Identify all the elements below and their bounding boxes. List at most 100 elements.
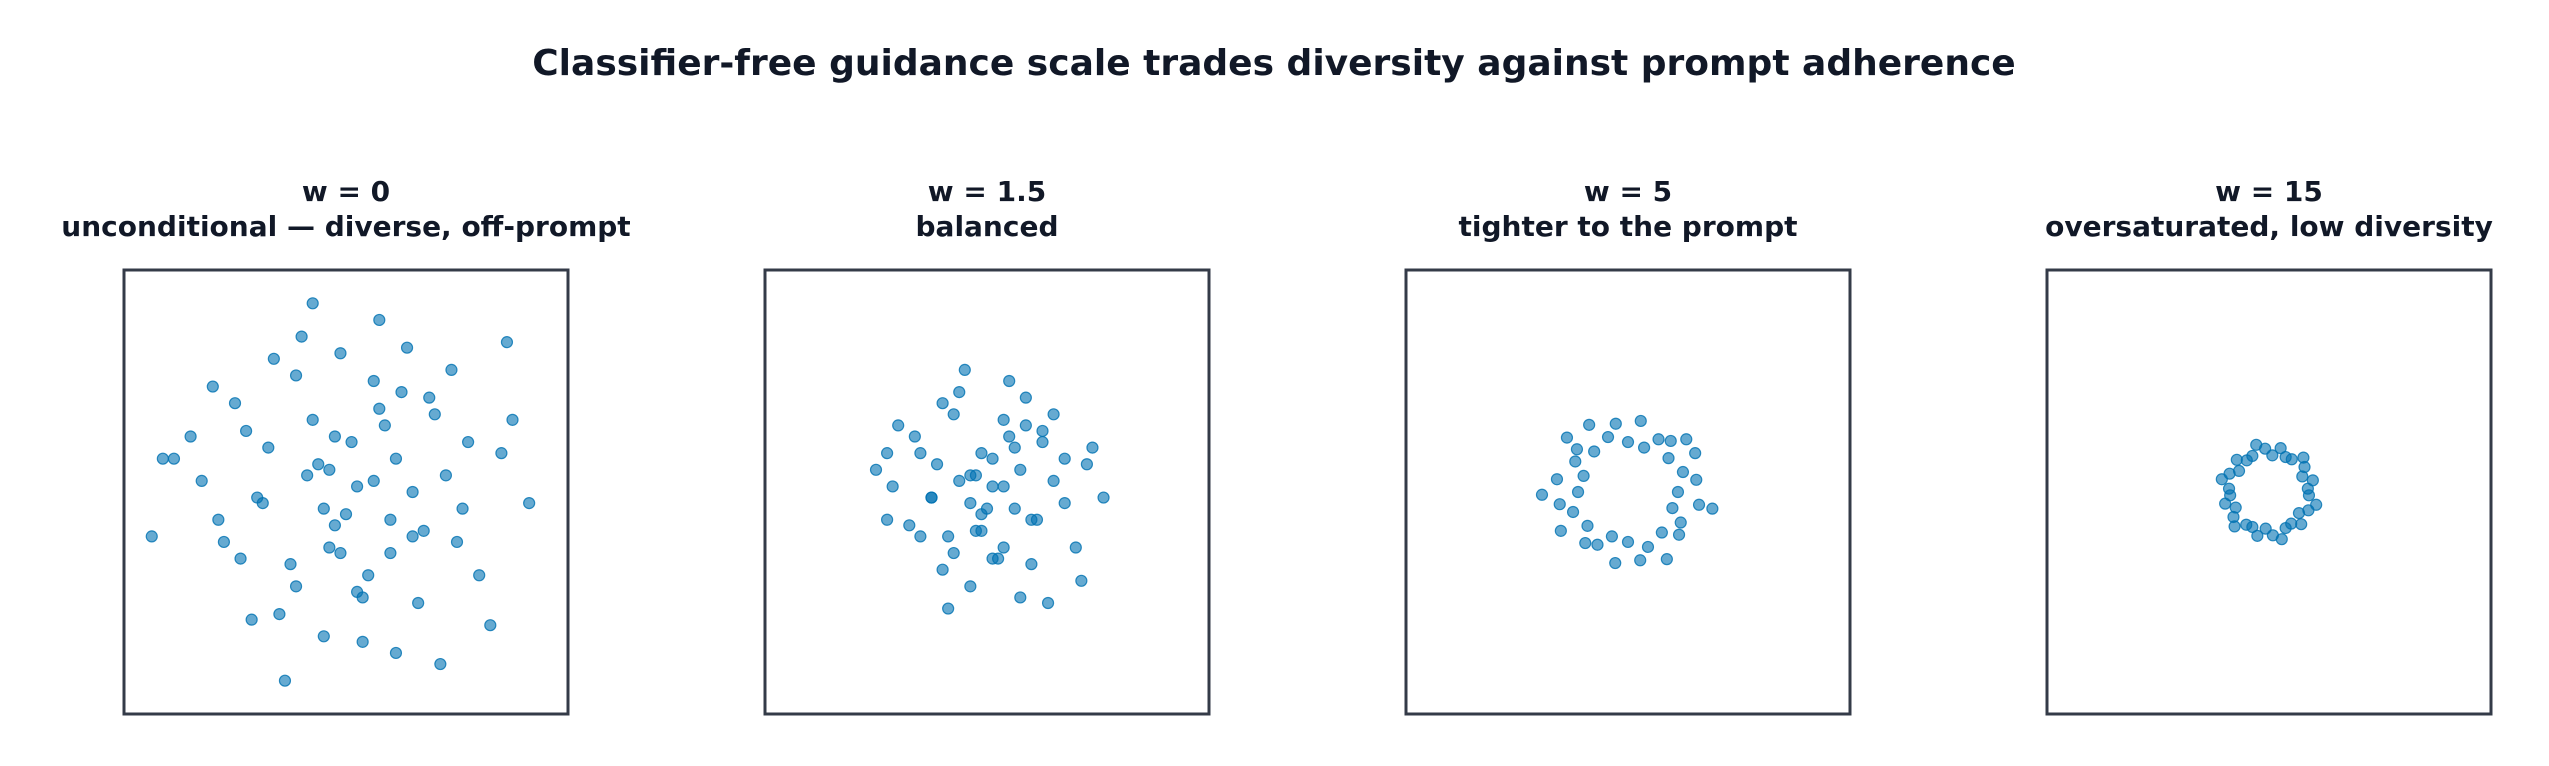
point [1019,391,1032,404]
point [2219,497,2232,510]
point [240,424,253,438]
point [953,386,966,399]
point [317,630,330,643]
point [1660,553,1673,566]
point [1690,473,1703,486]
point [389,452,403,465]
point [278,674,292,687]
point [1609,417,1622,430]
point [1662,452,1675,465]
point [958,363,971,376]
point [1583,418,1596,431]
point [1666,501,1679,515]
point [964,580,977,593]
point [986,552,999,565]
point [495,447,508,460]
point [1609,556,1622,570]
point [914,447,927,460]
point [1550,473,1564,486]
point [206,380,219,393]
point [1086,441,1099,454]
point [2285,517,2298,530]
point [301,469,314,482]
point [406,530,419,543]
point [356,635,369,648]
point [930,458,944,471]
point [389,646,403,660]
point [373,402,386,415]
point [1671,485,1685,499]
point [1637,441,1651,454]
point [428,408,441,421]
point [251,491,264,504]
figure-title: Classifier-free guidance scale trades di… [532,43,2015,84]
panel-subtitle: unconditional — diverse, off-prompt [61,210,630,243]
point [312,458,325,471]
point [1689,447,1702,460]
point [869,463,883,476]
point [903,519,916,532]
point [997,541,1010,554]
panel-subtitle: oversaturated, low diversity [2045,210,2493,243]
point [1008,502,1021,515]
point [1655,526,1668,539]
panel-subtitle: balanced [916,210,1059,243]
point [1014,591,1027,604]
plot-frame [2045,268,2493,716]
point [1692,498,1706,511]
point [1577,469,1590,483]
point [1672,528,1686,541]
point [400,341,414,354]
point [997,413,1010,426]
point [892,419,905,432]
point [395,386,408,399]
point [306,413,319,426]
point [289,580,303,593]
point [986,452,999,465]
plot-frame [763,268,1211,716]
point [2302,489,2316,502]
point [1634,554,1647,567]
point [1047,408,1060,421]
point [1003,374,1016,388]
point [445,363,458,376]
point [1601,430,1615,444]
point [367,474,380,487]
panel-title: w = 15 [2215,175,2323,208]
point [1581,519,1594,532]
point [1069,541,1082,554]
point [1680,433,1693,446]
point [462,435,475,449]
point [1554,524,1567,537]
point [284,558,297,571]
point [317,502,330,515]
point [947,408,960,421]
point [936,563,949,576]
point [908,430,921,443]
point [1652,433,1665,446]
point [1036,424,1049,438]
point [1014,463,1027,476]
point [1080,458,1094,471]
point [184,430,197,443]
point [245,613,258,626]
point [1571,485,1585,499]
point [367,374,380,388]
point [2251,529,2264,542]
point [378,419,391,432]
point [2297,451,2310,464]
point [942,530,955,543]
point [997,480,1010,493]
point [1591,538,1604,551]
point [423,391,436,404]
point [323,463,336,476]
point [339,508,353,521]
point [228,397,242,410]
point [1075,574,1088,587]
point [2310,498,2323,511]
point [1535,488,1549,501]
point [262,441,275,454]
point [914,530,927,543]
point [964,469,977,482]
